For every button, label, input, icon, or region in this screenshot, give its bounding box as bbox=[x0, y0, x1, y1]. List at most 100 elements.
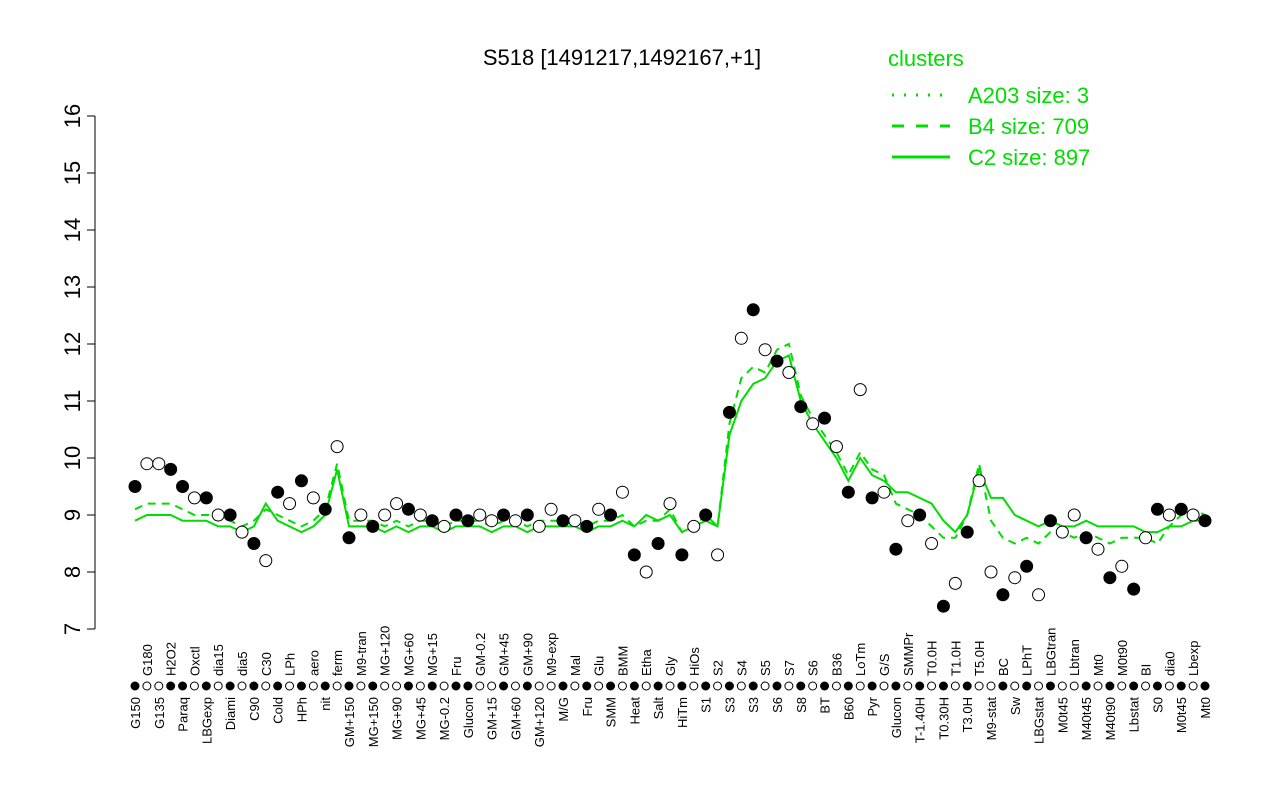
x-tick-label: GM+90 bbox=[520, 633, 535, 676]
data-point bbox=[1079, 531, 1093, 545]
rug-mark bbox=[843, 681, 853, 691]
rug-mark bbox=[927, 681, 937, 691]
rug-mark bbox=[1081, 681, 1091, 691]
x-tick-label: S2 bbox=[711, 660, 726, 676]
data-point bbox=[734, 331, 748, 345]
rug-mark bbox=[713, 681, 723, 691]
data-point bbox=[889, 542, 903, 556]
x-tick-label: BI bbox=[1139, 664, 1154, 676]
rug-mark bbox=[178, 681, 188, 691]
data-point bbox=[1067, 508, 1081, 522]
rug-mark bbox=[142, 681, 152, 691]
data-point bbox=[223, 508, 237, 522]
x-tick-label: T0.30H bbox=[936, 697, 951, 740]
x-tick-label: B36 bbox=[829, 653, 844, 676]
data-point bbox=[1008, 571, 1022, 585]
rug-mark bbox=[986, 681, 996, 691]
data-point bbox=[211, 508, 225, 522]
legend-title: clusters bbox=[888, 46, 964, 71]
x-tick-label: G/S bbox=[877, 653, 892, 676]
legend-entry-a203: A203 size: 3 bbox=[968, 83, 1089, 108]
rug-mark bbox=[617, 681, 627, 691]
rug-mark bbox=[237, 681, 247, 691]
data-point bbox=[663, 497, 677, 511]
rug-mark bbox=[546, 681, 556, 691]
data-point bbox=[675, 548, 689, 562]
data-point bbox=[413, 508, 427, 522]
x-tick-label: S8 bbox=[794, 697, 809, 713]
data-point bbox=[473, 508, 487, 522]
x-tick-label: G180 bbox=[140, 644, 155, 676]
x-tick-label: S4 bbox=[734, 660, 749, 676]
x-tick-label: Sw bbox=[1008, 696, 1023, 715]
data-point bbox=[592, 502, 606, 516]
rug-mark bbox=[1105, 681, 1115, 691]
x-tick-label: S1 bbox=[699, 697, 714, 713]
x-tick-label: GM+15 bbox=[485, 697, 500, 740]
data-point bbox=[485, 514, 499, 528]
data-points bbox=[128, 303, 1212, 613]
data-point bbox=[1198, 514, 1212, 528]
y-tick-label: 14 bbox=[60, 218, 85, 242]
rug-mark bbox=[1141, 681, 1151, 691]
x-tick-label: Gly bbox=[663, 656, 678, 676]
rug-mark bbox=[522, 681, 532, 691]
rug-mark bbox=[724, 681, 734, 691]
data-point bbox=[259, 554, 273, 568]
x-tick-label: S0 bbox=[1150, 697, 1165, 713]
x-tick-label: T3.0H bbox=[960, 697, 975, 732]
x-tick-label: S7 bbox=[782, 660, 797, 676]
x-tick-label: aero bbox=[306, 650, 321, 676]
x-tick-label: dia0 bbox=[1162, 651, 1177, 676]
data-point bbox=[651, 537, 665, 550]
data-point bbox=[1115, 559, 1129, 573]
rug-mark bbox=[1010, 681, 1020, 691]
data-point bbox=[841, 485, 855, 499]
data-point bbox=[877, 485, 891, 499]
series-line-b4 bbox=[134, 342, 1206, 545]
data-point bbox=[722, 405, 736, 419]
rug-mark bbox=[201, 681, 211, 691]
rug-mark bbox=[820, 681, 830, 691]
x-tick-label: C30 bbox=[259, 652, 274, 676]
data-point bbox=[354, 508, 368, 522]
x-tick-label: MG-0.2 bbox=[437, 697, 452, 740]
x-tick-label: GM+150 bbox=[342, 697, 357, 747]
data-point bbox=[1186, 508, 1200, 522]
rug-mark bbox=[487, 681, 497, 691]
x-tick-label: BMM bbox=[615, 646, 630, 676]
x-tick-label: S3 bbox=[722, 697, 737, 713]
x-tick-label: SMM bbox=[604, 697, 619, 727]
x-tick-label: H2O2 bbox=[164, 642, 179, 676]
rug-mark bbox=[249, 681, 259, 691]
rug-mark bbox=[641, 681, 651, 691]
data-point bbox=[1127, 582, 1141, 596]
rug-mark bbox=[1034, 681, 1044, 691]
x-rug bbox=[130, 681, 1210, 691]
y-tick-label: 15 bbox=[60, 161, 85, 185]
x-tick-label: HPh bbox=[294, 697, 309, 722]
rug-mark bbox=[974, 681, 984, 691]
x-tick-label: HiTm bbox=[675, 697, 690, 728]
rug-mark bbox=[475, 681, 485, 691]
legend: clusters A203 size: 3 B4 size: 709 C2 si… bbox=[888, 46, 1090, 170]
rug-mark bbox=[760, 681, 770, 691]
rug-mark bbox=[166, 681, 176, 691]
data-point bbox=[520, 508, 534, 522]
legend-entry-b4: B4 size: 709 bbox=[968, 114, 1089, 139]
rug-mark bbox=[665, 681, 675, 691]
x-tick-label: M/G bbox=[556, 697, 571, 722]
x-tick-label: Fru bbox=[580, 697, 595, 717]
x-tick-label: LoTm bbox=[853, 643, 868, 676]
x-tick-label: Diami bbox=[223, 697, 238, 730]
rug-mark bbox=[950, 681, 960, 691]
data-point bbox=[948, 576, 962, 590]
rug-mark bbox=[784, 681, 794, 691]
x-tick-label: MG+150 bbox=[366, 697, 381, 747]
data-point bbox=[497, 508, 511, 522]
rug-mark bbox=[653, 681, 663, 691]
x-tick-label: BC bbox=[996, 658, 1011, 676]
rug-mark bbox=[879, 681, 889, 691]
rug-mark bbox=[189, 681, 199, 691]
